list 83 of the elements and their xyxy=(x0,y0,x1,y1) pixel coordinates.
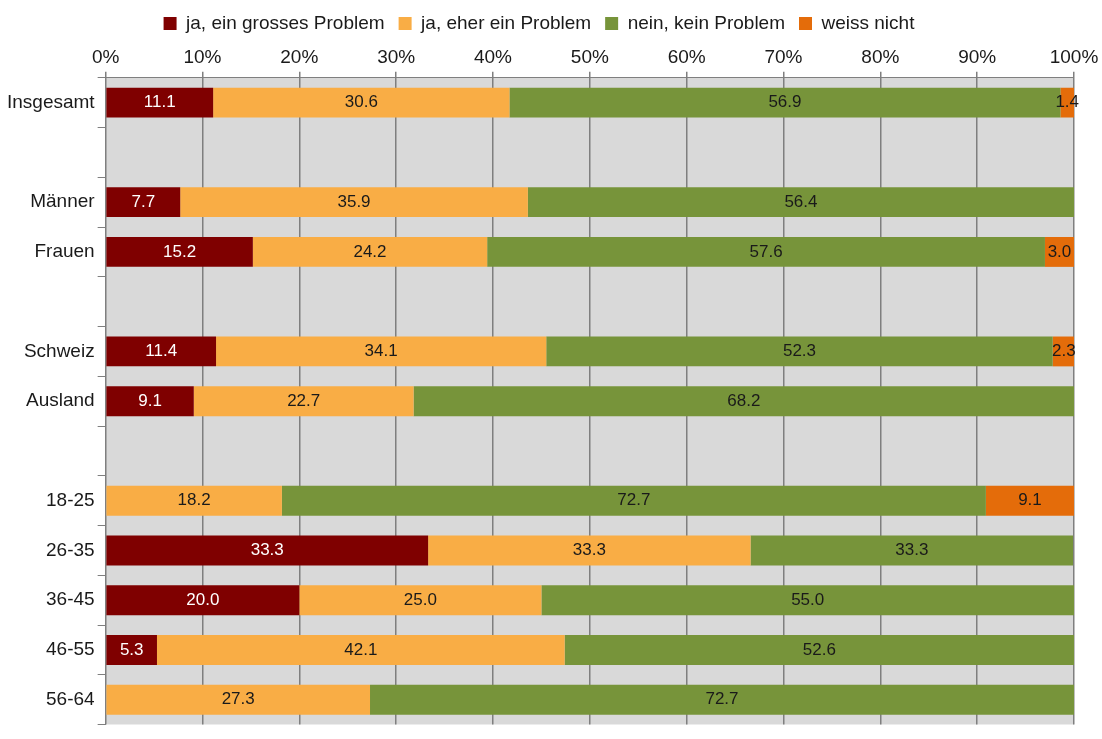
data-label: 35.9 xyxy=(337,191,371,211)
y-tick-label: 18-25 xyxy=(46,488,95,510)
bar xyxy=(106,684,371,715)
data-label: 22.7 xyxy=(287,390,321,410)
data-label: 52.3 xyxy=(782,341,817,361)
data-label: 56.4 xyxy=(784,191,818,211)
bar xyxy=(527,187,1074,218)
y-tick-label: 36-45 xyxy=(46,588,95,610)
legend-label: ja, ein grosses Problem xyxy=(185,11,385,33)
y-tick-label: 46-55 xyxy=(46,638,95,660)
bar xyxy=(106,535,429,566)
x-tick-label: 90% xyxy=(958,45,997,67)
x-tick-label: 30% xyxy=(377,45,416,67)
x-tick-label: 100% xyxy=(1049,45,1099,67)
bar xyxy=(180,187,528,218)
y-tick-label: Insgesamt xyxy=(7,90,96,112)
x-tick-label: 20% xyxy=(280,45,319,67)
bar xyxy=(106,585,300,616)
bar xyxy=(370,684,1074,715)
bar xyxy=(299,585,542,616)
y-tick-label: 26-35 xyxy=(46,538,95,560)
data-label: 27.3 xyxy=(221,689,255,709)
bar xyxy=(281,485,986,516)
bar xyxy=(564,635,1074,665)
data-label: 34.1 xyxy=(364,341,398,361)
x-tick-label: 40% xyxy=(473,45,513,67)
y-tick-label: Schweiz xyxy=(23,339,95,361)
data-label: 68.2 xyxy=(727,390,761,410)
bar xyxy=(546,336,1053,367)
data-label: 30.6 xyxy=(344,92,378,112)
bar xyxy=(106,386,194,417)
data-label: 56.9 xyxy=(768,92,802,112)
bar xyxy=(106,87,214,118)
bar xyxy=(193,386,414,417)
data-label: 9.1 xyxy=(1018,490,1042,510)
y-tick-label: Frauen xyxy=(34,240,95,262)
bar xyxy=(216,336,547,367)
x-tick-label: 50% xyxy=(570,45,609,67)
x-tick-label: 10% xyxy=(183,45,222,67)
bar xyxy=(106,485,282,516)
bar xyxy=(487,237,1045,267)
data-label: 42.1 xyxy=(344,639,378,659)
bar xyxy=(252,237,488,267)
data-label: 25.0 xyxy=(403,589,437,609)
data-label: 33.3 xyxy=(895,540,929,560)
x-tick-label: 0% xyxy=(91,45,120,67)
legend-label: ja, eher ein Problem xyxy=(420,11,592,33)
data-label: 72.7 xyxy=(617,490,651,510)
x-tick-label: 70% xyxy=(764,45,803,67)
legend-label: weiss nicht xyxy=(820,11,916,33)
data-label: 18.2 xyxy=(177,490,211,510)
data-label: 52.6 xyxy=(802,639,836,659)
data-label: 15.2 xyxy=(163,241,197,261)
data-label: 11.1 xyxy=(143,92,176,112)
bar xyxy=(428,535,751,566)
data-label: 7.7 xyxy=(131,191,156,211)
y-tick-label: 56-64 xyxy=(46,687,96,709)
data-label: 24.2 xyxy=(353,241,387,261)
data-label: 72.7 xyxy=(705,689,739,709)
data-label: 57.6 xyxy=(749,241,783,261)
x-tick-label: 80% xyxy=(861,45,900,67)
data-label: 11.4 xyxy=(145,341,178,361)
bar xyxy=(106,635,157,665)
y-tick-label: Ausland xyxy=(25,389,95,411)
data-label: 55.0 xyxy=(791,589,825,609)
data-label: 9.1 xyxy=(138,390,162,410)
x-tick-label: 60% xyxy=(667,45,706,67)
data-label: 5.3 xyxy=(119,639,144,659)
data-label: 20.0 xyxy=(186,589,220,609)
data-label: 3.0 xyxy=(1047,241,1072,261)
y-tick-label: Männer xyxy=(30,190,96,212)
bar xyxy=(106,237,253,267)
bar xyxy=(106,187,181,218)
data-label: 33.3 xyxy=(572,540,606,560)
bar xyxy=(413,386,1074,417)
bar xyxy=(213,87,510,118)
bar xyxy=(750,535,1074,566)
bar xyxy=(156,635,565,665)
data-label: 33.3 xyxy=(250,540,284,560)
bar xyxy=(541,585,1074,616)
legend-label: nein, kein Problem xyxy=(627,11,786,33)
bar xyxy=(985,485,1074,516)
bar xyxy=(106,336,217,367)
